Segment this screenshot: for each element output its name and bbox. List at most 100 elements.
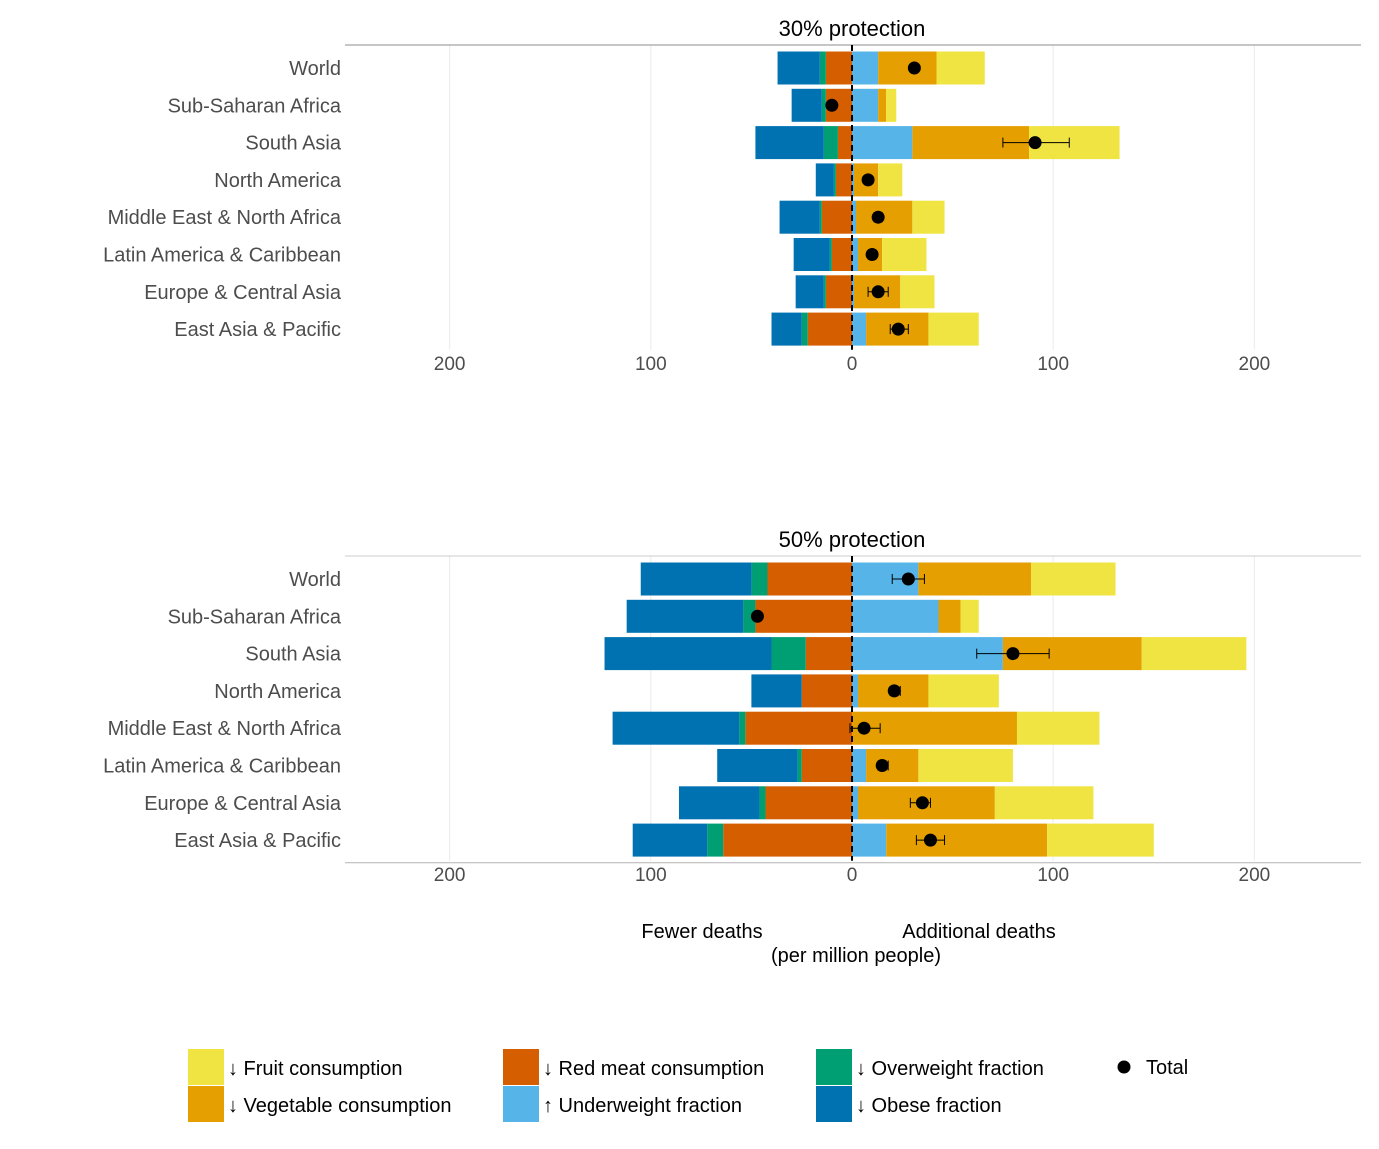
legend-key-vegetable	[188, 1086, 224, 1122]
bar-obese-latin-america-and-caribbean	[717, 749, 798, 782]
x-tick-label: 0	[847, 354, 858, 375]
bar-red_meat-south-asia	[805, 637, 852, 671]
bar-underweight-sub-saharan-africa	[851, 88, 879, 122]
bar-underweight-world	[851, 51, 879, 85]
x-tick-label: 200	[434, 865, 466, 886]
bar-red_meat-north-america	[835, 163, 852, 197]
total-point-south-asia	[1006, 647, 1020, 661]
bar-vegetable-sub-saharan-africa	[878, 88, 887, 122]
total-point-north-america	[887, 684, 901, 698]
bar-underweight-south-asia	[851, 126, 913, 160]
bar-overweight-latin-america-and-caribbean	[829, 238, 832, 271]
legend-key-underweight	[503, 1086, 539, 1122]
bar-overweight-sub-saharan-africa	[821, 88, 826, 122]
bar-obese-south-asia	[604, 637, 772, 671]
bar-red_meat-east-asia-and-pacific	[723, 823, 852, 857]
bar-obese-north-america	[751, 674, 802, 708]
legend-key-total	[1117, 1060, 1131, 1074]
region-label-north-america: North America	[214, 681, 342, 703]
bar-overweight-latin-america-and-caribbean	[797, 749, 802, 782]
bar-fruit-north-america	[928, 674, 999, 708]
legend-label-total: Total	[1146, 1057, 1188, 1079]
region-label-east-asia-and-pacific: East Asia & Pacific	[174, 319, 341, 341]
bar-fruit-middle-east-and-north-africa	[912, 200, 945, 234]
bar-fruit-east-asia-and-pacific	[1047, 823, 1154, 857]
x-tick-label: 100	[635, 354, 667, 375]
bar-red_meat-world	[767, 562, 852, 596]
panel-title: 30% protection	[779, 16, 926, 41]
total-point-latin-america-and-caribbean	[875, 759, 889, 772]
bar-obese-europe-and-central-asia	[795, 275, 824, 309]
bar-red_meat-europe-and-central-asia	[765, 786, 852, 820]
region-label-world: World	[289, 569, 341, 591]
legend-label-obese: ↓ Obese fraction	[856, 1095, 1002, 1117]
x-tick-label: 100	[635, 865, 667, 886]
bar-obese-east-asia-and-pacific	[632, 823, 708, 857]
legend-label-red_meat: ↓ Red meat consumption	[543, 1058, 764, 1080]
bar-overweight-south-asia	[771, 637, 806, 671]
bar-obese-world	[777, 51, 820, 85]
bar-underweight-latin-america-and-caribbean	[851, 749, 867, 782]
bar-underweight-europe-and-central-asia	[851, 786, 859, 820]
bar-fruit-europe-and-central-asia	[900, 275, 935, 309]
total-point-sub-saharan-africa	[825, 98, 839, 112]
x-tick-label: 100	[1037, 865, 1069, 886]
legend-label-underweight: ↑ Underweight fraction	[543, 1095, 742, 1117]
x-tick-label: 100	[1037, 354, 1069, 375]
total-point-east-asia-and-pacific	[923, 833, 937, 847]
total-point-south-asia	[1028, 136, 1042, 150]
bar-obese-sub-saharan-africa	[791, 88, 822, 122]
bar-vegetable-sub-saharan-africa	[938, 599, 961, 633]
bar-fruit-world	[1031, 562, 1116, 596]
bar-underweight-north-america	[851, 163, 855, 197]
bar-fruit-latin-america-and-caribbean	[918, 749, 1013, 782]
bar-overweight-middle-east-and-north-africa	[819, 200, 822, 234]
bar-red_meat-sub-saharan-africa	[755, 599, 852, 633]
bar-vegetable-latin-america-and-caribbean	[866, 749, 919, 782]
total-point-north-america	[861, 173, 875, 187]
bar-overweight-world	[819, 51, 826, 85]
bar-fruit-east-asia-and-pacific	[928, 312, 979, 346]
bar-underweight-middle-east-and-north-africa	[851, 200, 857, 234]
bar-red_meat-south-asia	[837, 126, 852, 160]
bar-obese-sub-saharan-africa	[626, 599, 744, 633]
bar-fruit-europe-and-central-asia	[994, 786, 1094, 820]
axis-note: Fewer deaths Additional deaths (per mill…	[641, 921, 1055, 967]
bar-overweight-europe-and-central-asia	[759, 786, 766, 820]
total-point-middle-east-and-north-africa	[871, 210, 885, 224]
region-label-middle-east-and-north-africa: Middle East & North Africa	[108, 207, 342, 229]
legend-key-fruit	[188, 1049, 224, 1085]
total-point-east-asia-and-pacific	[891, 322, 905, 336]
region-label-world: World	[289, 58, 341, 80]
total-point-europe-and-central-asia	[915, 796, 929, 810]
legend-key-overweight	[816, 1049, 852, 1085]
bar-red_meat-latin-america-and-caribbean	[831, 238, 852, 271]
region-label-latin-america-and-caribbean: Latin America & Caribbean	[103, 756, 341, 778]
panel-30-percent: 30% protection World Sub-Saharan Africa Sou…	[103, 16, 1361, 375]
legend-key-obese	[816, 1086, 852, 1122]
bar-red_meat-latin-america-and-caribbean	[801, 749, 852, 782]
bar-vegetable-world	[878, 51, 937, 85]
bar-underweight-north-america	[851, 674, 859, 708]
bar-obese-latin-america-and-caribbean	[793, 238, 830, 271]
x-tick-label: 200	[1239, 354, 1271, 375]
legend-label-overweight: ↓ Overweight fraction	[856, 1058, 1044, 1080]
legend-label-fruit: ↓ Fruit consumption	[228, 1058, 403, 1080]
x-tick-label: 200	[1239, 865, 1271, 886]
bar-overweight-europe-and-central-asia	[823, 275, 826, 309]
bar-fruit-sub-saharan-africa	[960, 599, 979, 633]
bar-fruit-latin-america-and-caribbean	[882, 238, 927, 271]
bar-obese-world	[640, 562, 752, 596]
region-label-north-america: North America	[214, 170, 342, 192]
axis-note-fewer-deaths: Fewer deaths	[641, 921, 762, 943]
legend: ↓ Fruit consumption ↓ Vegetable consumpti…	[188, 1049, 1188, 1122]
region-label-sub-saharan-africa: Sub-Saharan Africa	[168, 606, 342, 628]
region-label-south-asia: South Asia	[245, 644, 342, 666]
bar-vegetable-world	[918, 562, 1032, 596]
bar-fruit-south-asia	[1141, 637, 1247, 671]
region-label-east-asia-and-pacific: East Asia & Pacific	[174, 830, 341, 852]
total-point-world	[907, 61, 921, 75]
total-point-sub-saharan-africa	[750, 609, 764, 623]
bar-red_meat-middle-east-and-north-africa	[821, 200, 852, 234]
bar-fruit-sub-saharan-africa	[886, 88, 897, 122]
